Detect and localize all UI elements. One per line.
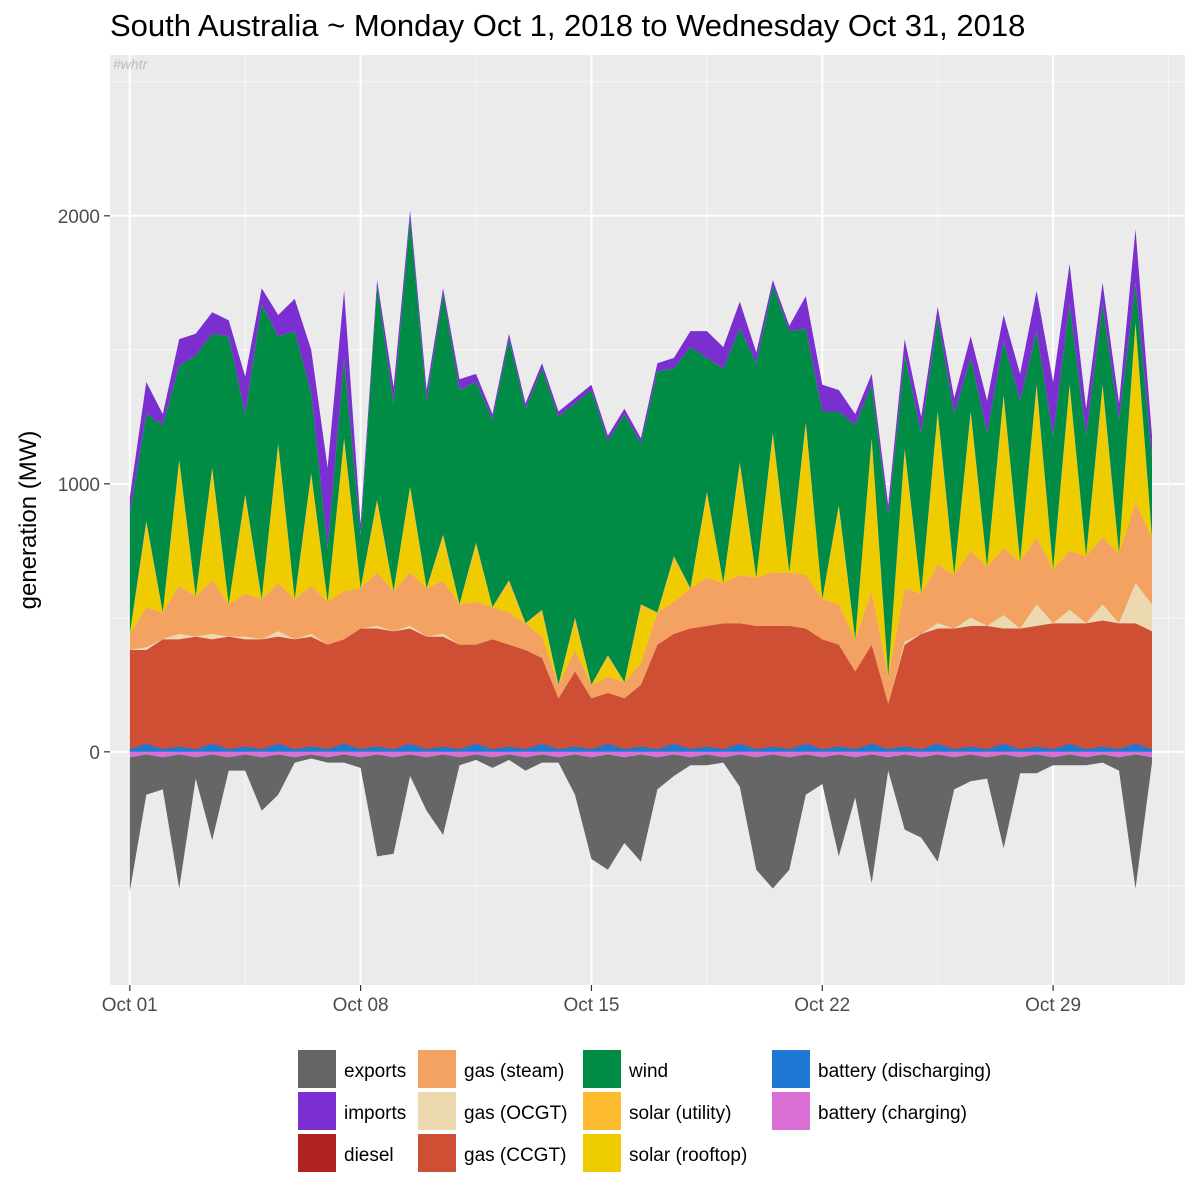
legend-key [298, 1050, 336, 1088]
legend-label: gas (CCGT) [464, 1145, 566, 1166]
stacked-areas [129, 210, 1153, 892]
legend-item-battery-charging-: battery (charging) [772, 1092, 967, 1130]
legend-item-solar-utility-: solar (utility) [583, 1092, 731, 1130]
chart-title: South Australia ~ Monday Oct 1, 2018 to … [110, 8, 1025, 43]
legend-label: diesel [344, 1145, 394, 1166]
legend-key [298, 1134, 336, 1172]
legend-item-diesel: diesel [298, 1134, 394, 1172]
legend-label: solar (utility) [629, 1103, 731, 1124]
legend-item-exports: exports [298, 1050, 406, 1088]
legend-label: wind [628, 1061, 668, 1082]
legend-key [772, 1092, 810, 1130]
legend-item-battery-discharging-: battery (discharging) [772, 1050, 991, 1088]
y-tick-label: 0 [89, 743, 100, 764]
legend-key [583, 1134, 621, 1172]
legend-label: battery (charging) [818, 1103, 967, 1124]
legend-label: gas (steam) [464, 1061, 564, 1082]
area-gas-steam- [129, 502, 1153, 704]
legend-item-gas-ccgt-: gas (CCGT) [418, 1134, 566, 1172]
legend-item-wind: wind [583, 1050, 668, 1088]
legend-item-gas-ocgt-: gas (OCGT) [418, 1092, 567, 1130]
area-exports [129, 754, 1153, 892]
y-tick-label: 2000 [58, 207, 100, 228]
legend-key [418, 1134, 456, 1172]
area-battery-discharging [129, 743, 1153, 752]
legend-item-solar-rooftop-: solar (rooftop) [583, 1134, 747, 1172]
x-tick-label: Oct 29 [1025, 995, 1081, 1016]
x-tick-label: Oct 15 [563, 995, 619, 1016]
x-tick-label: Oct 22 [794, 995, 850, 1016]
legend: exports imports diesel gas (steam) gas (OCGT… [298, 1050, 991, 1172]
legend-label: imports [344, 1103, 406, 1124]
legend-label: gas (OCGT) [464, 1103, 567, 1124]
legend-label: battery (discharging) [818, 1061, 991, 1082]
legend-key [298, 1092, 336, 1130]
legend-label: exports [344, 1061, 406, 1082]
area-solar-rooftop- [129, 328, 1153, 685]
legend-key [583, 1050, 621, 1088]
legend-item-imports: imports [298, 1092, 406, 1130]
legend-item-gas-steam-: gas (steam) [418, 1050, 564, 1088]
x-tick-label: Oct 01 [102, 995, 158, 1016]
area-gas-ccgt- [129, 620, 1153, 752]
legend-key [583, 1092, 621, 1130]
watermark: #whtr [113, 56, 149, 72]
x-axis: Oct 01 Oct 08 Oct 15 Oct 22 Oct 29 [102, 985, 1081, 1016]
legend-key [418, 1050, 456, 1088]
legend-key [418, 1092, 456, 1130]
y-axis: 0 1000 2000 [58, 207, 110, 764]
y-tick-label: 1000 [58, 475, 100, 496]
y-axis-label: generation (MW) [15, 431, 42, 610]
legend-label: solar (rooftop) [629, 1145, 747, 1166]
area-gas-ocgt- [129, 583, 1153, 704]
x-tick-label: Oct 08 [333, 995, 389, 1016]
legend-key [772, 1050, 810, 1088]
area-wind [129, 218, 1153, 685]
